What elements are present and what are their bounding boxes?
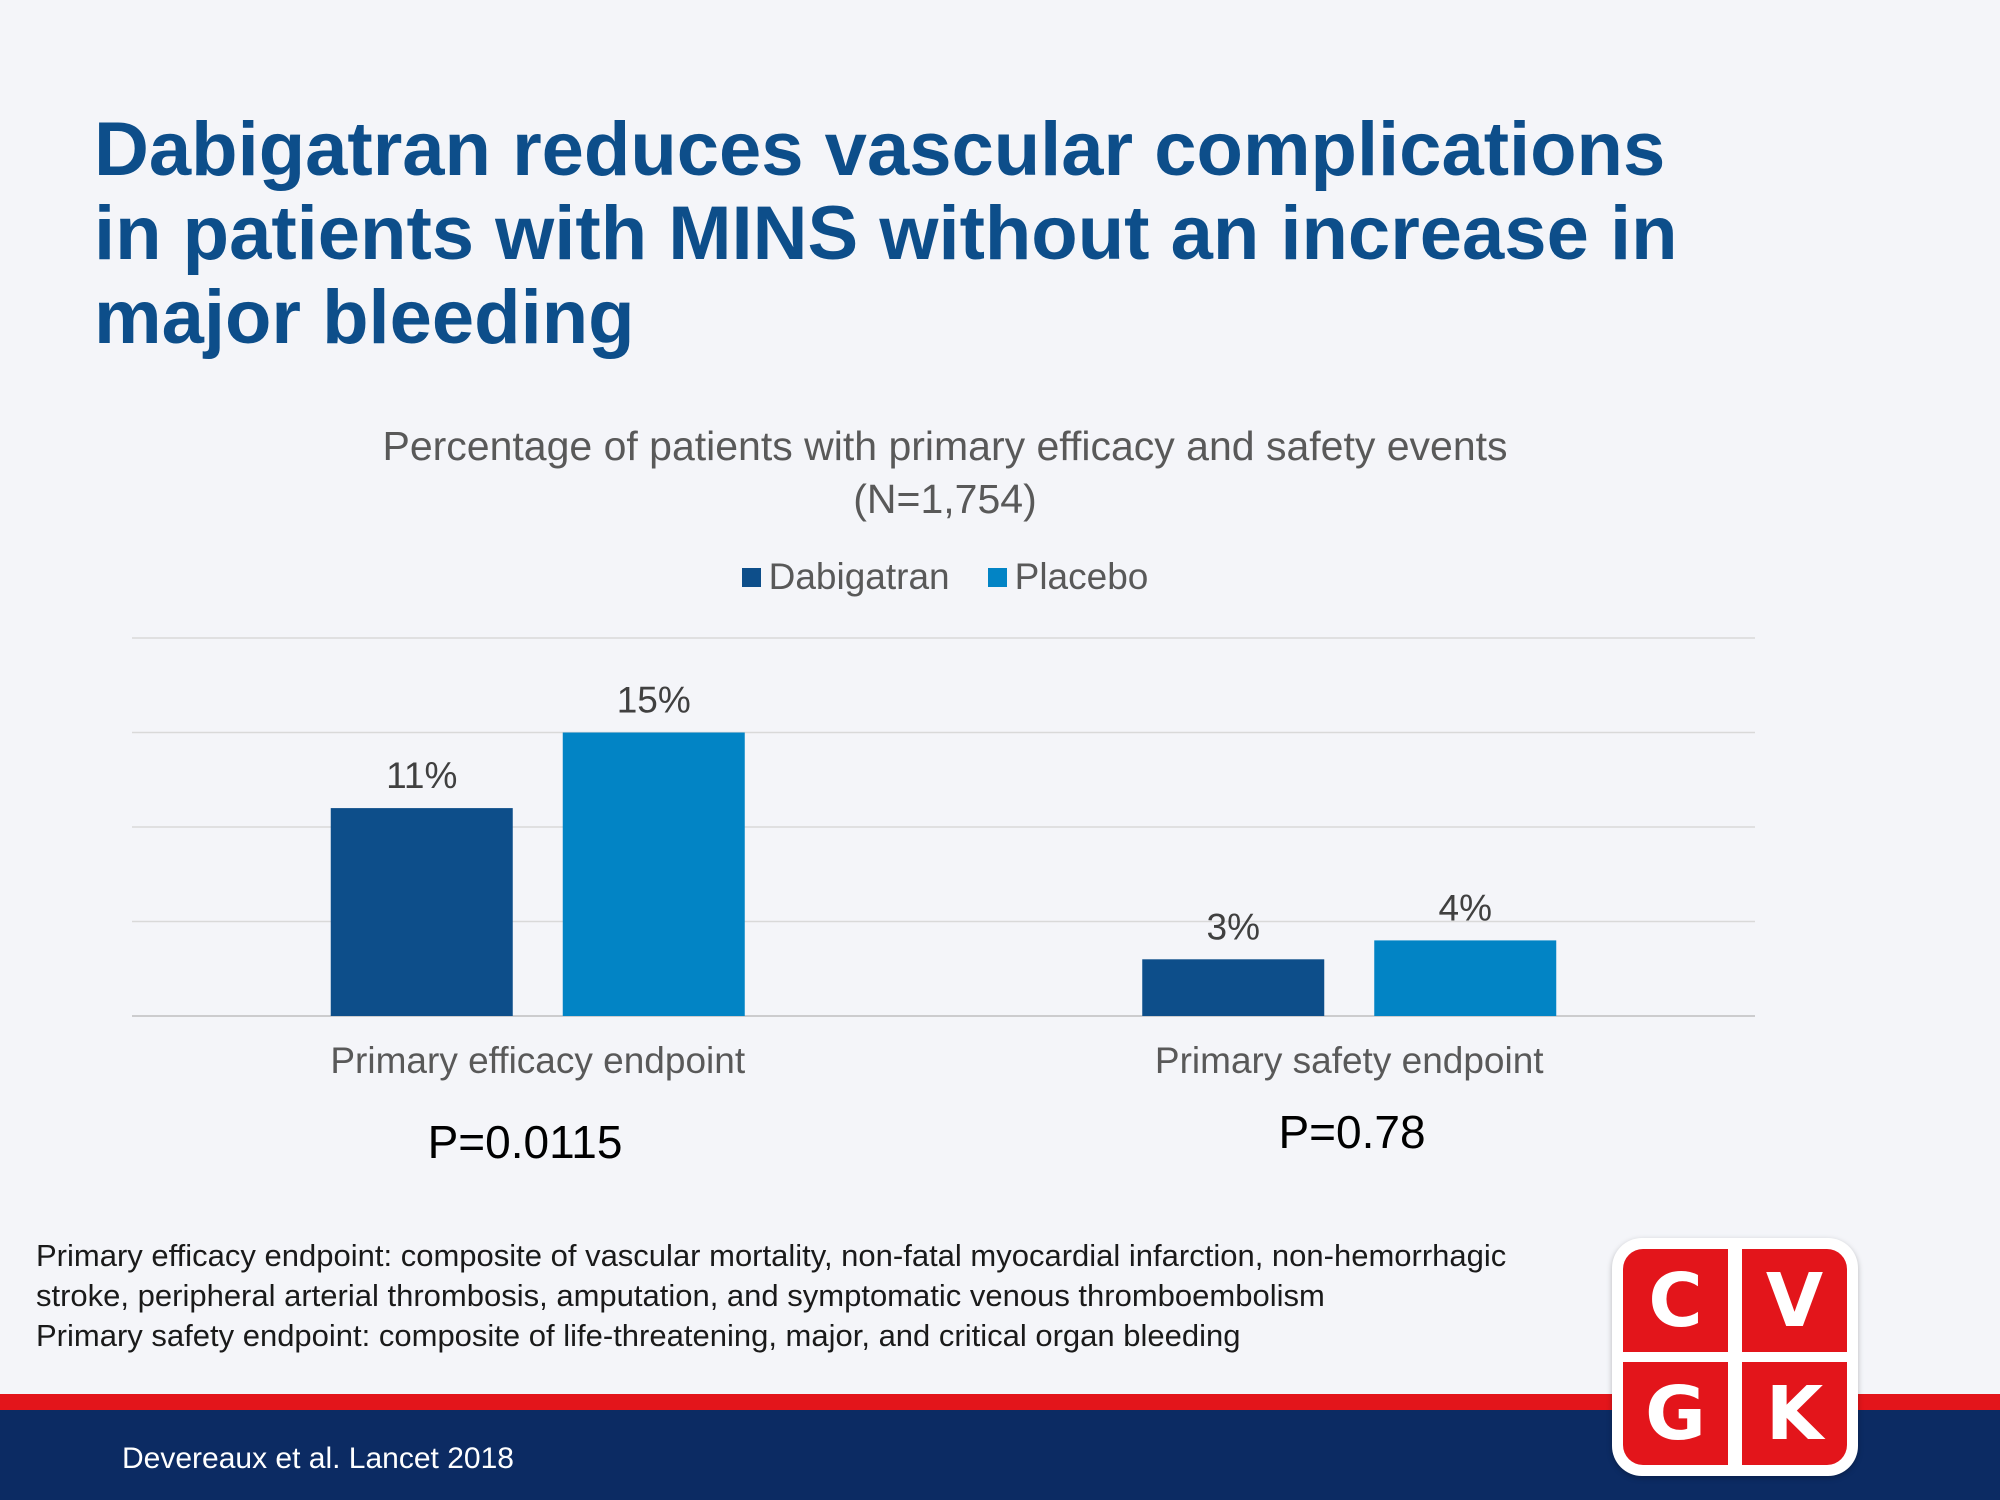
chart-title: Percentage of patients with primary effi… <box>230 420 1660 526</box>
citation: Devereaux et al. Lancet 2018 <box>122 1442 514 1475</box>
chart-title-line: Percentage of patients with primary effi… <box>382 423 1508 469</box>
title-line: major bleeding <box>94 275 635 360</box>
logo-letter: K <box>1742 1362 1847 1465</box>
chart-title-line: (N=1,754) <box>853 476 1037 522</box>
legend-item-dabigatran: Dabigatran <box>741 556 950 598</box>
footnote-line: Primary efficacy endpoint: composite of … <box>36 1238 1507 1273</box>
logo-letter: V <box>1742 1249 1847 1352</box>
footnotes: Primary efficacy endpoint: composite of … <box>36 1236 1616 1356</box>
legend-label: Placebo <box>1014 556 1149 597</box>
legend-swatch <box>741 567 761 587</box>
category-label: Primary safety endpoint <box>1155 1040 1544 1081</box>
legend-item-placebo: Placebo <box>987 556 1149 598</box>
bar-chart: 11% 15% Primary efficacy endpoint 3% 4% Prima… <box>132 637 1755 1081</box>
pvalue-efficacy: P=0.0115 <box>427 1116 623 1168</box>
footer-red-stripe <box>0 1394 2000 1410</box>
data-label: 4% <box>1439 887 1492 928</box>
data-label: 11% <box>386 755 457 796</box>
logo-letter: G <box>1623 1362 1728 1465</box>
bar-dabigatran-2 <box>1142 959 1325 1016</box>
data-label: 3% <box>1207 906 1260 947</box>
data-label: 15% <box>617 680 691 721</box>
footnote-line: stroke, peripheral arterial thrombosis, … <box>36 1278 1325 1313</box>
legend-label: Dabigatran <box>768 556 950 597</box>
pvalue-safety: P=0.78 <box>1278 1106 1426 1158</box>
bar-dabigatran-1 <box>330 808 513 1016</box>
slide-title: Dabigatran reduces vascular complication… <box>94 108 1914 360</box>
logo-letter: C <box>1623 1249 1728 1352</box>
title-line: in patients with MINS without an increas… <box>94 191 1678 276</box>
bar-placebo-1 <box>562 732 745 1016</box>
category-label: Primary efficacy endpoint <box>330 1040 745 1081</box>
bar-placebo-2 <box>1374 940 1557 1016</box>
title-line: Dabigatran reduces vascular complication… <box>94 107 1666 192</box>
legend-swatch <box>987 567 1007 587</box>
footnote-line: Primary safety endpoint: composite of li… <box>36 1318 1241 1353</box>
cvgk-logo: C V G K <box>1612 1238 1858 1476</box>
chart-legend: Dabigatran Placebo <box>0 556 1890 598</box>
